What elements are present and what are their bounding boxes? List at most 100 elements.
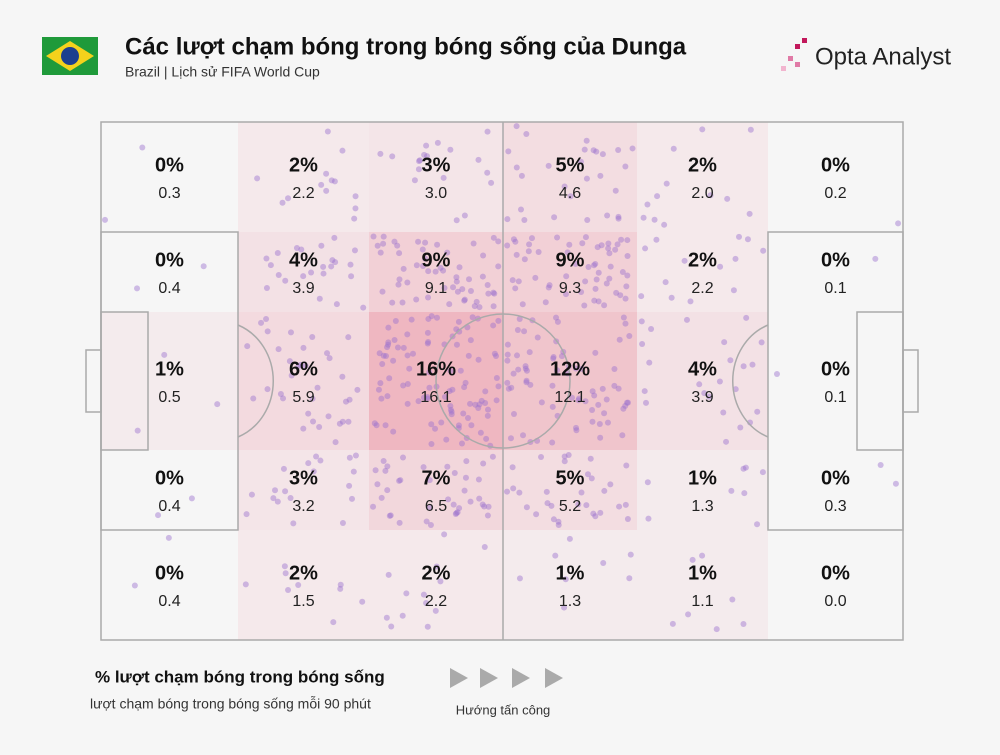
touch-dot — [513, 164, 520, 171]
touch-dot — [629, 145, 636, 152]
touch-dot — [446, 301, 453, 308]
per90-label: 0.4 — [158, 593, 180, 610]
touch-dot — [456, 328, 463, 335]
touch-dot — [504, 357, 511, 364]
touch-dot — [375, 386, 382, 393]
touch-dot — [616, 503, 623, 510]
touch-dot — [504, 488, 511, 495]
touch-dot — [644, 201, 651, 208]
touch-dot — [453, 274, 460, 281]
touch-dot — [448, 408, 455, 415]
touch-dot — [510, 411, 517, 418]
touch-dot — [521, 328, 528, 335]
per90-label: 12.1 — [554, 389, 585, 406]
touch-dot — [420, 591, 427, 598]
touch-dot — [370, 503, 377, 510]
percent-label: 2% — [688, 154, 717, 176]
touch-dot — [383, 614, 390, 621]
touch-dot — [332, 439, 339, 446]
touch-dot — [466, 276, 473, 283]
touch-dot — [554, 367, 561, 374]
percent-label: 0% — [155, 562, 184, 584]
touch-dot — [309, 395, 316, 402]
per90-label: 0.3 — [158, 185, 180, 202]
touch-dot — [404, 352, 411, 359]
touch-dot — [471, 303, 478, 310]
touch-dot — [516, 316, 523, 323]
touch-dot — [566, 535, 573, 542]
touch-dot — [427, 521, 434, 528]
touch-dot — [468, 422, 475, 429]
touch-dot — [606, 250, 613, 257]
touch-dot — [415, 238, 422, 245]
touch-dot — [404, 381, 411, 388]
touch-dot — [453, 278, 460, 285]
touch-dot — [595, 401, 602, 408]
heat-cell — [238, 232, 369, 312]
touch-dot — [314, 384, 321, 391]
touch-dot — [461, 212, 468, 219]
touch-dot — [510, 485, 517, 492]
touch-dot — [727, 357, 734, 364]
touch-dot — [594, 244, 601, 251]
touch-dot — [281, 563, 288, 570]
heat-cell — [637, 450, 768, 530]
touch-dot — [263, 255, 270, 262]
touch-dot — [528, 235, 535, 242]
heat-cell — [101, 232, 238, 312]
touch-dot — [451, 470, 458, 477]
touch-dot — [523, 130, 530, 137]
per90-label: 2.2 — [691, 280, 713, 297]
touch-dot — [310, 468, 317, 475]
touch-dot — [318, 181, 325, 188]
touch-dot — [330, 619, 337, 626]
touch-dot — [754, 408, 761, 415]
touch-dot — [538, 399, 545, 406]
touch-dot — [696, 381, 703, 388]
touch-dot — [579, 240, 586, 247]
touch-dot — [352, 193, 359, 200]
touch-dot — [302, 362, 309, 369]
touch-dot — [423, 600, 430, 607]
touch-dot — [423, 153, 430, 160]
touch-dot — [615, 385, 622, 392]
touch-dot — [378, 494, 385, 501]
touch-dot — [538, 453, 545, 460]
touch-dot — [345, 418, 352, 425]
touch-dot — [385, 324, 392, 331]
touch-dot — [331, 234, 338, 241]
touch-dot — [305, 460, 312, 467]
touch-dot — [461, 384, 468, 391]
legend-primary: % lượt chạm bóng trong bóng sống — [95, 667, 385, 686]
touch-dot — [552, 552, 559, 559]
touch-dot — [716, 378, 723, 385]
percent-label: 0% — [821, 154, 850, 176]
touch-dot — [339, 373, 346, 380]
touch-dot — [300, 273, 307, 280]
touch-dot — [329, 257, 336, 264]
touch-dot — [416, 157, 423, 164]
touch-dot — [440, 267, 447, 274]
touch-dot — [604, 419, 611, 426]
percent-label: 9% — [422, 249, 451, 271]
touch-dot — [386, 512, 393, 519]
heat-cell — [503, 450, 637, 530]
touch-dot — [456, 264, 463, 271]
touch-dot — [600, 560, 607, 567]
touch-dot — [525, 248, 532, 255]
touch-dot — [385, 341, 392, 348]
touch-dot — [550, 355, 557, 362]
touch-dot — [385, 571, 392, 578]
percent-label: 2% — [688, 249, 717, 271]
touch-dot — [741, 490, 748, 497]
touch-dot — [623, 283, 630, 290]
touch-dot — [382, 467, 389, 474]
per90-label: 9.3 — [559, 280, 581, 297]
touch-dot — [383, 353, 390, 360]
touch-dot — [509, 464, 516, 471]
percent-label: 16% — [416, 358, 456, 380]
touch-dot — [428, 441, 435, 448]
percent-label: 2% — [422, 562, 451, 584]
touch-dot — [583, 137, 590, 144]
touch-dot — [475, 156, 482, 163]
